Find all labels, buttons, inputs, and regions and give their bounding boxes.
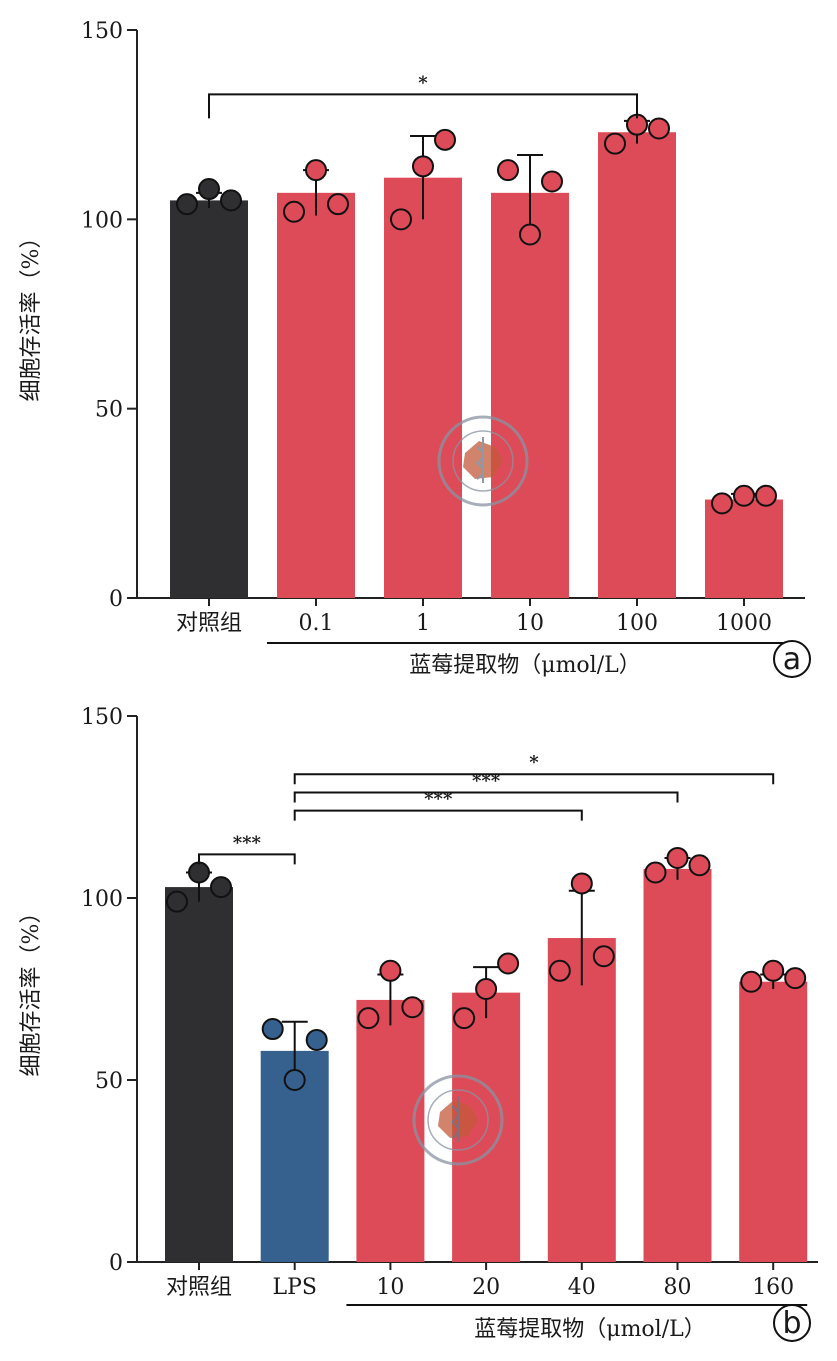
bar bbox=[643, 868, 712, 1262]
bar bbox=[598, 132, 676, 599]
y-axis-label: 细胞存活率（%） bbox=[19, 902, 44, 1077]
bar bbox=[739, 981, 808, 1262]
x-tick-label: 40 bbox=[568, 1275, 596, 1300]
data-point bbox=[733, 484, 755, 507]
bar bbox=[277, 192, 355, 598]
bar bbox=[491, 192, 569, 598]
x-tick-label: 20 bbox=[472, 1275, 500, 1300]
data-point bbox=[283, 200, 305, 223]
x-tick-label: 100 bbox=[616, 611, 658, 636]
data-point bbox=[166, 890, 188, 913]
data-point bbox=[604, 132, 626, 155]
data-point bbox=[379, 959, 402, 982]
x-tick-label: 0.1 bbox=[299, 611, 334, 636]
data-point bbox=[434, 128, 456, 151]
data-point bbox=[740, 970, 763, 993]
watermark-seal-icon bbox=[437, 415, 529, 507]
data-point bbox=[327, 193, 349, 216]
bar bbox=[165, 887, 233, 1262]
data-point bbox=[497, 159, 519, 182]
data-point bbox=[475, 978, 498, 1000]
panel-tag-circle bbox=[773, 640, 811, 678]
significance-bracket bbox=[293, 773, 775, 785]
y-tick-label: 150 bbox=[81, 705, 123, 730]
x-tick-label: 10 bbox=[376, 1275, 404, 1300]
x-tick-label: 对照组 bbox=[176, 611, 242, 636]
bar bbox=[547, 938, 616, 1262]
data-point bbox=[548, 959, 571, 982]
data-point bbox=[762, 959, 785, 982]
data-point bbox=[541, 170, 563, 193]
data-point bbox=[188, 861, 210, 884]
data-point bbox=[592, 945, 615, 968]
data-point bbox=[666, 846, 689, 869]
x-tick-label: 10 bbox=[516, 611, 544, 636]
x-tick-label: 80 bbox=[664, 1275, 692, 1300]
y-axis-label: 细胞存活率（%） bbox=[19, 227, 44, 402]
data-point bbox=[261, 1018, 284, 1041]
data-point bbox=[210, 876, 232, 899]
data-point bbox=[711, 492, 733, 515]
data-point bbox=[357, 1007, 380, 1030]
bar bbox=[705, 499, 783, 598]
x-tick-label: LPS bbox=[272, 1275, 316, 1300]
significance-bracket bbox=[198, 853, 296, 865]
data-point bbox=[644, 861, 667, 884]
panel-a-chart: 0 50 100 150 细胞存活率（%） 对照组 0.1 1 10 100 1000 蓝莓提取物（μ… bbox=[19, 19, 811, 678]
y-tick-label: 150 bbox=[81, 19, 123, 44]
y-tick-label: 100 bbox=[81, 208, 123, 233]
x-tick-label: 1 bbox=[416, 611, 430, 636]
data-point bbox=[570, 872, 593, 895]
data-point bbox=[412, 155, 434, 178]
data-point bbox=[305, 1028, 328, 1051]
panel-b-chart: 0 50 100 150 细胞存活率（%） 对照组 LPS 10 20 40 80 160 蓝莓提取物（… bbox=[19, 705, 818, 1342]
bar bbox=[170, 200, 248, 598]
y-tick-label: 50 bbox=[95, 1069, 123, 1094]
data-point bbox=[401, 996, 424, 1019]
bar bbox=[384, 177, 462, 598]
y-tick-label: 0 bbox=[109, 1251, 123, 1276]
data-point bbox=[497, 952, 520, 975]
significance-label: *** bbox=[472, 770, 501, 791]
significance-bracket bbox=[293, 809, 583, 821]
y-tick-label: 0 bbox=[109, 587, 123, 612]
data-point bbox=[784, 967, 807, 990]
data-point bbox=[648, 117, 670, 140]
significance-label: * bbox=[418, 72, 428, 93]
bar bbox=[356, 999, 425, 1262]
watermark-seal-icon bbox=[412, 1074, 504, 1166]
significance-label: *** bbox=[424, 789, 453, 810]
panel-tag-circle bbox=[773, 1304, 811, 1342]
group-label: 蓝莓提取物（μmol/L） bbox=[409, 653, 640, 678]
y-tick-label: 50 bbox=[95, 398, 123, 423]
group-label: 蓝莓提取物（μmol/L） bbox=[474, 1317, 705, 1342]
significance-bracket bbox=[293, 791, 679, 803]
data-point bbox=[220, 189, 242, 212]
y-tick-label: 100 bbox=[81, 887, 123, 912]
data-point bbox=[283, 1069, 306, 1091]
significance-label: *** bbox=[233, 832, 262, 853]
data-point bbox=[519, 223, 541, 246]
data-point bbox=[176, 193, 198, 216]
data-point bbox=[688, 854, 711, 877]
significance-bracket bbox=[208, 93, 638, 119]
data-point bbox=[390, 208, 412, 231]
panel-tag-label: b bbox=[782, 1306, 801, 1341]
x-tick-label: 160 bbox=[752, 1275, 794, 1300]
significance-label: * bbox=[529, 752, 539, 773]
data-point bbox=[305, 159, 327, 182]
data-point bbox=[453, 1007, 476, 1030]
data-point bbox=[198, 178, 220, 201]
panel-tag-label: a bbox=[783, 642, 801, 677]
x-tick-label: 对照组 bbox=[166, 1275, 232, 1300]
x-tick-label: 1000 bbox=[716, 611, 772, 636]
data-point bbox=[755, 484, 777, 507]
